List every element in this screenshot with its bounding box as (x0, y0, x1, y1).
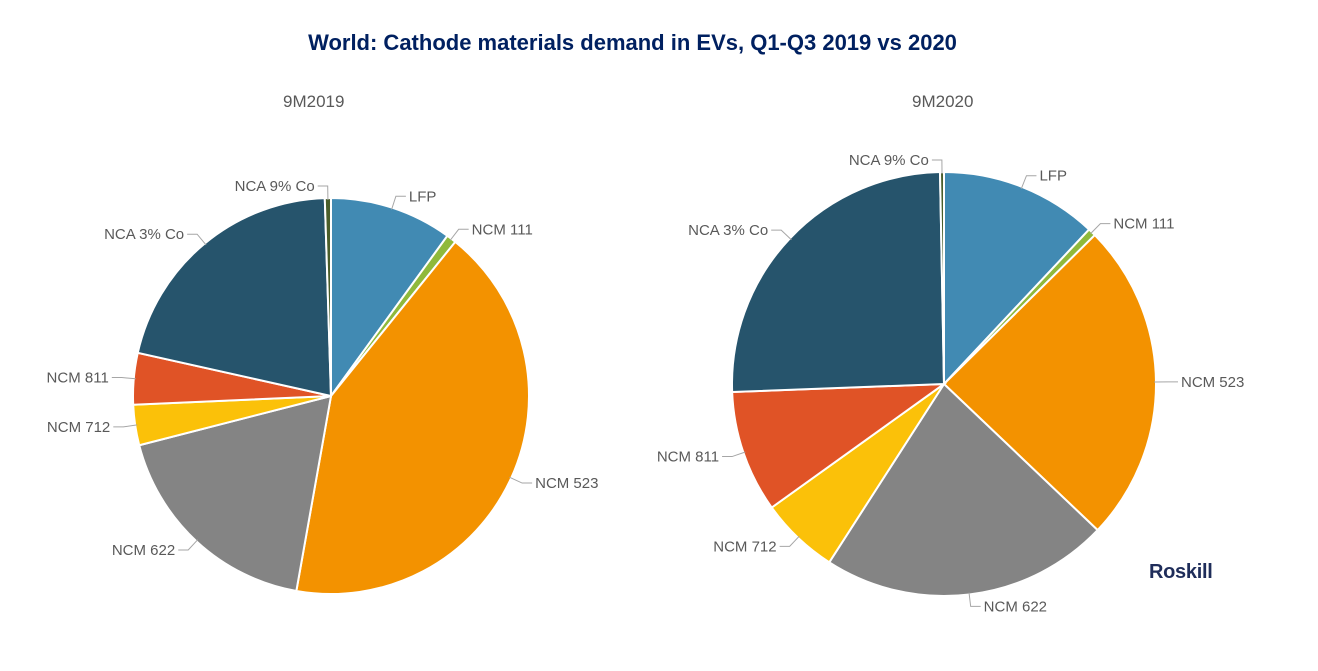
leader-line-nca-3-co-9m2020 (771, 229, 792, 241)
slice-label-ncm-622-9m2019: NCM 622 (112, 542, 175, 559)
leader-line-ncm-712-9m2019 (113, 424, 138, 428)
slice-label-ncm-111-9m2019: NCM 111 (472, 221, 533, 238)
slice-label-nca-3-co-9m2020: NCA 3% Co (688, 222, 768, 239)
slice-label-ncm-523-9m2019: NCM 523 (535, 475, 598, 492)
slice-label-ncm-811-9m2019: NCM 811 (47, 370, 109, 387)
slice-label-nca-3-co-9m2019: NCA 3% Co (104, 226, 184, 243)
chart-subtitle-2019: 9M2019 (283, 92, 345, 111)
leader-line-nca-3-co-9m2019 (187, 233, 207, 246)
leader-line-nca-9-co-9m2019 (317, 185, 329, 201)
roskill-logo: Roskill (1149, 561, 1213, 583)
leader-line-ncm-622-9m2019 (178, 539, 199, 551)
leader-line-ncm-712-9m2020 (779, 535, 800, 547)
leader-line-ncm-111-9m2019 (449, 228, 469, 241)
slice-label-lfp-9m2020: LFP (1039, 168, 1067, 185)
leader-line-ncm-811-9m2020 (722, 451, 746, 458)
chart-title: World: Cathode materials demand in EVs, … (308, 30, 957, 55)
leader-line-lfp-9m2020 (1020, 175, 1037, 189)
slice-label-ncm-622-9m2020: NCM 622 (984, 598, 1047, 615)
slice-label-ncm-811-9m2020: NCM 811 (657, 449, 719, 466)
leader-line-lfp-9m2019 (391, 195, 406, 210)
leader-line-nca-9-co-9m2020 (931, 159, 943, 175)
leader-line-ncm-523-9m2019 (509, 476, 533, 484)
slice-label-nca-9-co-9m2020: NCA 9% Co (849, 152, 929, 169)
chart-subtitle-2020: 9M2020 (912, 92, 974, 111)
slice-label-ncm-712-9m2020: NCM 712 (713, 538, 776, 555)
slice-label-ncm-712-9m2019: NCM 712 (47, 419, 110, 436)
slice-label-ncm-111-9m2020: NCM 111 (1113, 216, 1174, 233)
slice-label-lfp-9m2019: LFP (409, 188, 437, 205)
leader-line-ncm-111-9m2020 (1090, 223, 1111, 235)
leader-line-ncm-811-9m2019 (111, 377, 136, 380)
pie-slice-nca-3-co-9m2020 (731, 171, 946, 394)
slice-label-ncm-523-9m2020: NCM 523 (1181, 374, 1244, 391)
leader-line-ncm-622-9m2020 (968, 592, 981, 607)
slice-label-nca-9-co-9m2019: NCA 9% Co (235, 178, 315, 195)
